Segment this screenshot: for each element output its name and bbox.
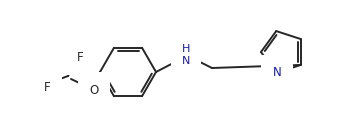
Text: F: F <box>44 80 50 94</box>
Text: O: O <box>90 83 99 96</box>
Text: H
N: H N <box>182 44 190 66</box>
Text: F: F <box>77 51 83 64</box>
Text: N: N <box>273 66 282 79</box>
